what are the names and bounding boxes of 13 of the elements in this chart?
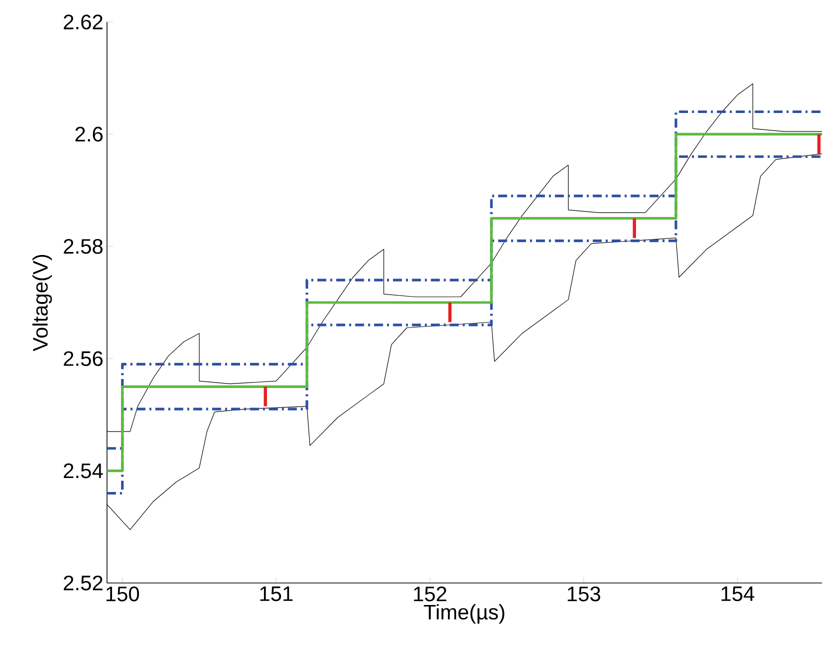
x-tick-label: 153 bbox=[568, 586, 600, 602]
y-tick-label: 2.58 bbox=[64, 238, 103, 254]
y-axis-title: Voltage(V) bbox=[32, 254, 52, 352]
x-tick-label: 150 bbox=[106, 586, 139, 602]
x-tick-label: 151 bbox=[260, 586, 293, 602]
y-tick-label: 2.52 bbox=[64, 576, 102, 590]
y-tick-label: 2.6 bbox=[75, 126, 103, 142]
y-tick-label: 2.56 bbox=[64, 351, 103, 366]
x-axis-title: Time(µs) bbox=[424, 604, 504, 624]
y-tick-label: 2.54 bbox=[64, 463, 103, 478]
y-tick-label: 2.62 bbox=[64, 14, 102, 30]
x-tick-label: 154 bbox=[722, 586, 754, 602]
x-tick-label: 152 bbox=[414, 586, 446, 602]
